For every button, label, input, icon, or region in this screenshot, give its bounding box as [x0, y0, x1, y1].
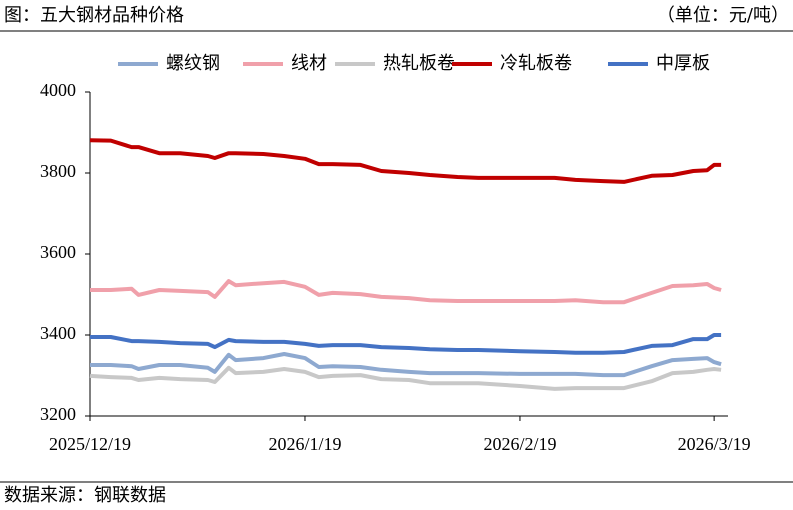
legend-label: 热轧板卷: [383, 53, 455, 74]
legend-label: 线材: [291, 53, 327, 74]
legend-label: 螺纹钢: [166, 53, 220, 74]
series-line: [90, 279, 722, 305]
x-tick-label: 2026/2/19: [483, 434, 556, 454]
series-line: [90, 352, 722, 378]
y-tick-label: 3200: [40, 404, 76, 424]
x-tick-label: 2025/12/19: [49, 434, 131, 454]
series-line: [89, 365, 722, 391]
y-tick-label: 3400: [40, 323, 76, 343]
source-note: 数据来源：钢联数据: [4, 485, 166, 506]
legend-label: 冷轧板卷: [500, 53, 572, 74]
y-tick-label: 3600: [40, 242, 76, 262]
x-tick-label: 2026/1/19: [268, 434, 341, 454]
y-tick-label: 4000: [40, 80, 76, 100]
legend-label: 中厚板: [656, 53, 710, 74]
x-tick-label: 2026/3/19: [678, 434, 751, 454]
unit-label: （单位：元/吨）: [657, 5, 789, 26]
series-line: [90, 333, 722, 355]
y-tick-label: 3800: [40, 161, 76, 181]
chart-title: 图：五大钢材品种价格: [4, 5, 184, 26]
series-line: [89, 138, 722, 184]
